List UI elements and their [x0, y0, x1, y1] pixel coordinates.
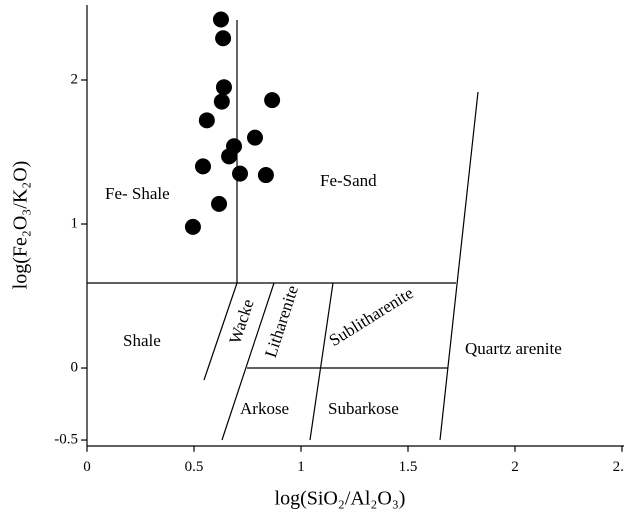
boundary	[439, 91, 479, 441]
data-point	[198, 112, 215, 129]
region-label: Litharenite	[261, 283, 302, 360]
data-point	[212, 11, 229, 28]
data-point	[215, 79, 232, 96]
data-point	[221, 148, 238, 165]
x-axis-title: log(SiO₂/Al₂O₃)	[275, 488, 406, 510]
region-label: Sublitharenite	[326, 283, 417, 350]
x-tick-label: 0.5	[185, 459, 204, 475]
region-label: Quartz arenite	[465, 339, 562, 358]
data-point	[232, 165, 249, 182]
region-label: Shale	[123, 331, 161, 350]
x-tick-label: 0	[83, 459, 91, 475]
x-tick-label: 2.5	[613, 459, 624, 475]
data-point	[264, 92, 281, 109]
data-point	[246, 129, 263, 146]
y-tick-label: 2	[71, 71, 79, 87]
x-tick-label: 1.5	[399, 459, 418, 475]
boundary	[221, 282, 275, 441]
data-point	[215, 30, 232, 47]
boundary	[203, 282, 238, 381]
y-tick-label: 1	[71, 215, 79, 231]
data-point	[184, 218, 201, 235]
y-axis-title: log(Fe₂O₃/K₂O)	[10, 161, 32, 290]
region-label: Subarkose	[328, 399, 399, 418]
region-label: Fe- Shale	[105, 184, 170, 203]
region-label: Fe-Sand	[320, 171, 377, 190]
boundary	[309, 282, 334, 441]
data-point	[213, 93, 230, 110]
x-tick-label: 1	[297, 459, 305, 475]
data-point	[194, 158, 211, 175]
data-point	[257, 167, 274, 184]
y-tick-label: 0	[71, 359, 79, 375]
y-tick-label: -0.5	[54, 431, 78, 447]
region-label: Arkose	[240, 399, 289, 418]
x-tick-label: 2	[511, 459, 519, 475]
field-boundaries	[87, 20, 479, 441]
data-point	[211, 195, 228, 212]
